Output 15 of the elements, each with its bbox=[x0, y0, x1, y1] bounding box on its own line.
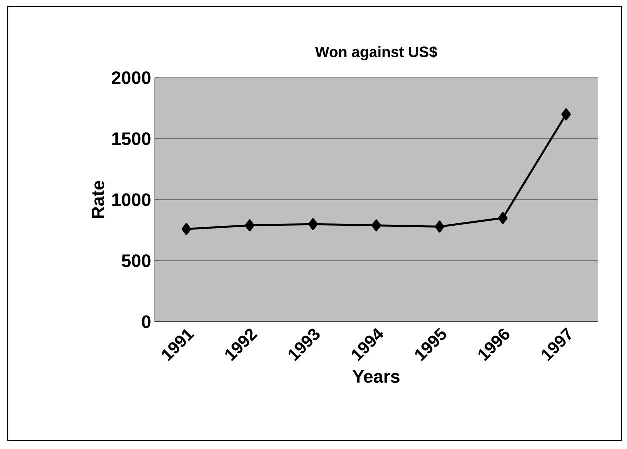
point bbox=[182, 223, 192, 236]
y-tick-label: 1000 bbox=[112, 194, 151, 206]
point bbox=[372, 220, 382, 232]
y-tick-label: 1500 bbox=[112, 132, 151, 146]
point bbox=[562, 108, 572, 121]
point bbox=[435, 220, 445, 233]
y-tick-label: 0 bbox=[142, 316, 151, 328]
point bbox=[498, 212, 508, 224]
point bbox=[245, 220, 255, 232]
y-tick-label: 2000 bbox=[112, 72, 151, 84]
point bbox=[308, 218, 318, 230]
chart-title: Won against US$ bbox=[315, 46, 438, 60]
y-tick-label: 500 bbox=[122, 254, 151, 268]
y-axis-title: Rate bbox=[92, 181, 105, 218]
x-axis-title: Years bbox=[352, 370, 400, 384]
